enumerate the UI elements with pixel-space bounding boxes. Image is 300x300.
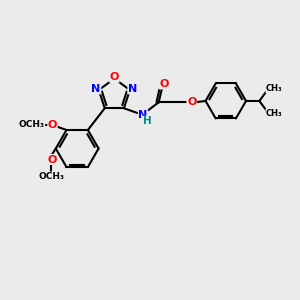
Text: N: N bbox=[92, 84, 101, 94]
Text: O: O bbox=[110, 72, 119, 82]
Text: OCH₃: OCH₃ bbox=[19, 120, 45, 129]
Text: CH₃: CH₃ bbox=[266, 109, 283, 118]
Text: OCH₃: OCH₃ bbox=[38, 172, 64, 181]
Text: O: O bbox=[48, 120, 57, 130]
Text: CH₃: CH₃ bbox=[266, 84, 283, 93]
Text: H: H bbox=[143, 116, 152, 126]
Text: O: O bbox=[187, 97, 196, 107]
Text: O: O bbox=[47, 154, 57, 164]
Text: O: O bbox=[159, 79, 169, 89]
Text: N: N bbox=[138, 110, 148, 120]
Text: N: N bbox=[128, 84, 137, 94]
